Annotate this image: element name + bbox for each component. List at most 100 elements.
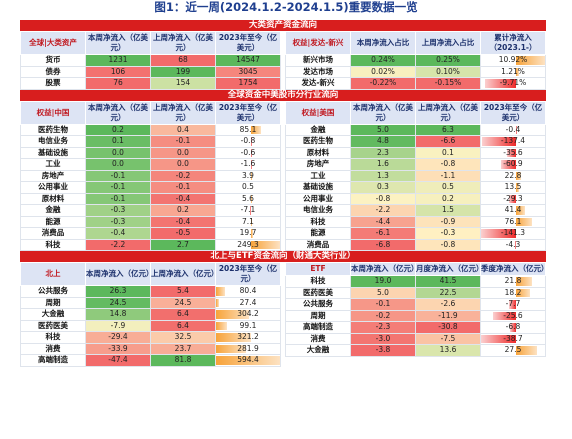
t5-header-0: 北上 xyxy=(20,262,86,286)
heat-cell: -0.1 xyxy=(85,192,151,205)
bar-cell: 18.2 xyxy=(480,286,546,299)
positive-bar xyxy=(216,321,227,330)
heat-cell: 199 xyxy=(150,65,216,78)
heat-cell: 0.0 xyxy=(85,146,151,159)
t3-header-0: 权益|中国 xyxy=(20,100,86,125)
row-label: 电信业务 xyxy=(20,135,86,148)
heat-cell: -0.1 xyxy=(350,298,416,311)
heat-cell: 81.8 xyxy=(150,354,216,367)
table-row: 消费 -33.9 23.7 281.9 xyxy=(20,342,281,355)
row-label: 医药医美 xyxy=(285,286,351,299)
bar-value: 22.8 xyxy=(504,170,522,180)
bar-cell: 10.92% xyxy=(480,54,546,67)
table-row: 工业 1.3 -1.1 22.8 xyxy=(285,169,546,182)
heat-cell: 2.7 xyxy=(150,238,216,251)
bar-cell: 22.8 xyxy=(480,169,546,182)
table-row: 科技 19.0 41.5 21.8 xyxy=(285,275,546,288)
table-row: 科技 -2.2 2.7 249.3 xyxy=(20,238,281,251)
heat-cell: -3.8 xyxy=(350,344,416,357)
row-label: 消费 xyxy=(285,332,351,345)
heat-cell: 19.0 xyxy=(350,275,416,288)
bar-cell: 76.1 xyxy=(480,215,546,228)
bar-cell: -35.6 xyxy=(480,146,546,159)
row-label: 周期 xyxy=(20,296,86,309)
table-row: 金融 5.0 6.3 -0.4 xyxy=(285,123,546,136)
heat-cell: 5.4 xyxy=(150,285,216,298)
t4-header-0: 权益|美国 xyxy=(285,100,351,125)
row-label: 消费品 xyxy=(20,227,86,240)
bar-cell: 249.3 xyxy=(215,238,281,251)
bar-value: 7.1 xyxy=(242,216,254,226)
t5-header-3: 2023年至今（亿元） xyxy=(215,262,281,286)
heat-cell: -0.3 xyxy=(415,227,481,240)
table-row: 能源 -0.3 -0.4 7.1 xyxy=(20,215,281,228)
bar-value: 13.5 xyxy=(504,182,522,191)
table-row: 债券 106 199 3045 xyxy=(20,65,281,78)
t1-header-1: 本周净流入（亿美元） xyxy=(85,31,151,55)
t4-header-3: 2023年至今（亿美元） xyxy=(480,100,546,125)
bar-cell: -60.9 xyxy=(480,158,546,171)
table-row: 医药生物 4.8 -6.6 -137.4 xyxy=(285,135,546,148)
t6-header-1: 本周净流入（亿元） xyxy=(350,262,419,276)
row-label: 原材料 xyxy=(20,192,86,205)
row-label: 公共服务 xyxy=(20,285,86,298)
bar-value: -60.9 xyxy=(503,159,523,168)
bar-cell: 3.9 xyxy=(215,169,281,182)
row-label: 金融 xyxy=(20,204,86,217)
heat-cell: -0.3 xyxy=(85,204,151,217)
bar-value: 304.2 xyxy=(237,309,259,318)
heat-cell: 0.0 xyxy=(85,158,151,171)
table-row: 周期 -0.2 -11.9 -25.6 xyxy=(285,309,546,322)
bar-cell: 27.5 xyxy=(480,344,546,357)
row-label: 房地产 xyxy=(20,169,86,182)
section-bar-industry-flows: 全球资金中美股市分行业流向 xyxy=(20,89,546,101)
table-row: 金融 -0.3 0.2 -7.1 xyxy=(20,204,281,217)
bar-value: -0.4 xyxy=(505,124,521,134)
t5-header-2: 上周净流入（亿元） xyxy=(150,262,219,286)
bar-value: -25.6 xyxy=(503,310,523,320)
bar-value: 249.3 xyxy=(237,239,259,249)
table-global-assets: 全球|大类资产 本周净流入（亿美元） 上周净流入（亿美元） 2023年至今（亿美元）货… xyxy=(20,31,281,90)
heat-cell: -0.1 xyxy=(150,135,216,148)
heat-cell: 0.3 xyxy=(350,181,416,194)
heat-cell: 1.5 xyxy=(415,204,481,217)
heat-cell: 3045 xyxy=(215,65,281,78)
heat-cell: 2.3 xyxy=(350,146,416,159)
table-northbound: 北上 本周净流入（亿元） 上周净流入（亿元） 2023年至今（亿元） 公共服务 26.3 5… xyxy=(20,262,281,367)
negative-bar xyxy=(509,300,517,309)
table-row: 发达-新兴 -0.22% -0.15% -9.71% xyxy=(285,77,546,90)
bar-cell: 304.2 xyxy=(215,308,281,321)
heat-cell: -2.2 xyxy=(350,204,416,217)
heat-cell: -0.8 xyxy=(415,238,481,251)
row-label: 工业 xyxy=(285,169,351,182)
row-label: 原材料 xyxy=(285,146,351,159)
bar-cell: -0.6 xyxy=(215,146,281,159)
bar-cell: -4.3 xyxy=(480,238,546,251)
heat-cell: -0.2 xyxy=(350,309,416,322)
bar-cell: 5.6 xyxy=(215,192,281,205)
row-label: 金融 xyxy=(285,123,351,136)
positive-bar xyxy=(516,56,545,65)
t1-header-2: 上周净流入（亿美元） xyxy=(150,31,216,55)
negative-bar xyxy=(484,79,517,88)
bar-value: 321.2 xyxy=(237,332,259,341)
bar-cell: -29.3 xyxy=(480,192,546,205)
bar-cell: 1.21% xyxy=(480,65,546,78)
negative-bar xyxy=(250,206,252,215)
row-label: 公用事业 xyxy=(20,181,86,194)
table-row: 高端制造 -47.4 81.8 594.4 xyxy=(20,354,281,367)
positive-bar xyxy=(516,206,525,215)
heat-cell: -3.0 xyxy=(350,332,416,345)
heat-cell: -6.1 xyxy=(350,227,416,240)
row-label: 发达-新兴 xyxy=(285,77,351,90)
bar-value: 281.9 xyxy=(237,343,259,353)
t3-header-1: 本周净流入（亿美元） xyxy=(85,100,151,125)
heat-cell: -6.8 xyxy=(350,238,416,251)
row-label: 科技 xyxy=(20,331,86,344)
table-row: 电信业务 0.1 -0.1 -0.8 xyxy=(20,135,281,148)
bar-value: -0.8 xyxy=(240,136,256,145)
table-row: 消费 -3.0 -7.5 -38.7 xyxy=(285,332,546,345)
t1-header-0: 全球|大类资产 xyxy=(20,31,86,55)
bar-cell: 7.1 xyxy=(215,215,281,228)
negative-bar xyxy=(481,334,517,343)
